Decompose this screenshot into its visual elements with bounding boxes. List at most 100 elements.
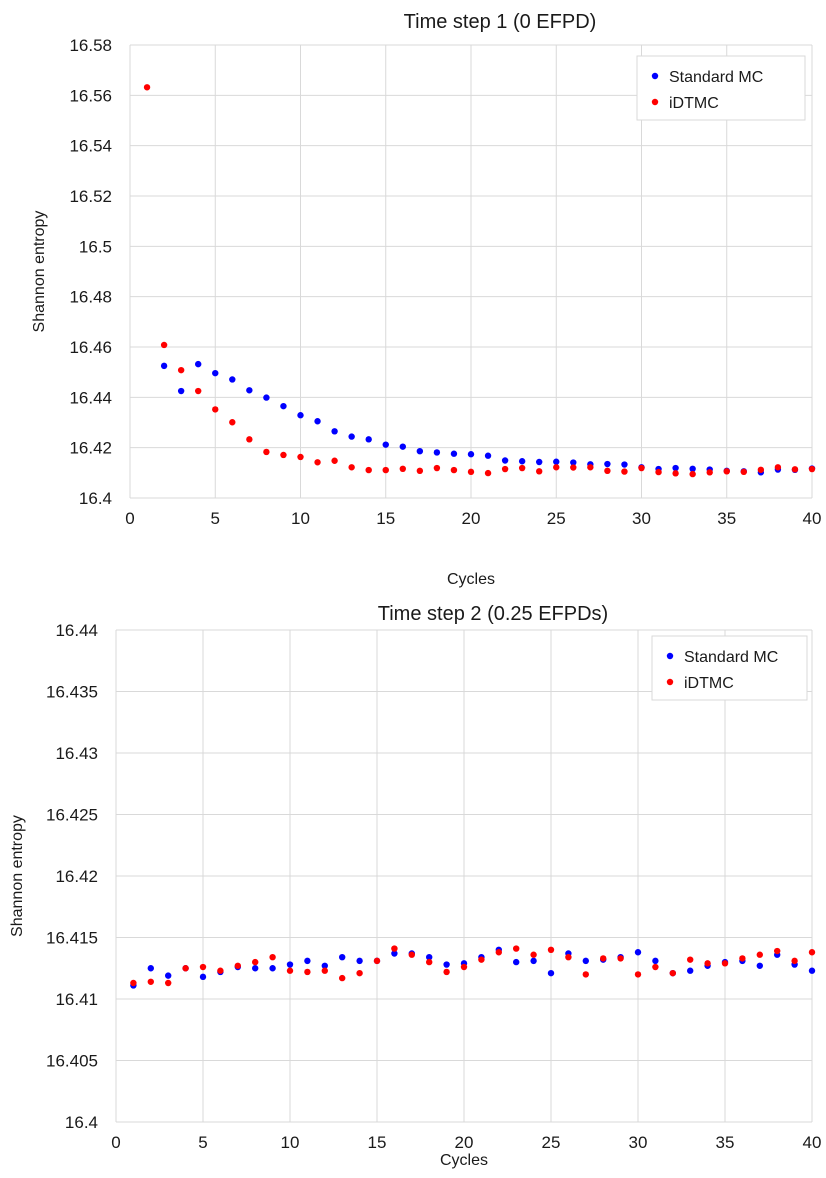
legend-box xyxy=(651,635,808,701)
data-point xyxy=(587,464,594,471)
data-point xyxy=(143,84,151,91)
data-point xyxy=(217,967,224,974)
data-point xyxy=(246,387,253,394)
x-tick-label: 30 xyxy=(629,1133,648,1152)
data-point xyxy=(199,963,207,971)
data-point xyxy=(513,958,520,966)
data-point xyxy=(687,956,694,963)
series-standard-mc xyxy=(160,360,816,476)
x-tick-label: 40 xyxy=(803,1133,822,1152)
data-point xyxy=(356,957,363,965)
data-point xyxy=(655,468,662,476)
data-point xyxy=(147,978,154,985)
data-point xyxy=(757,466,765,474)
y-tick-label: 16.415 xyxy=(46,929,98,948)
y-tick-label: 16.42 xyxy=(69,439,112,458)
y-tick-label: 16.43 xyxy=(55,744,98,763)
data-point xyxy=(373,957,381,965)
data-point xyxy=(416,467,424,475)
data-point xyxy=(160,341,168,349)
data-point xyxy=(530,951,537,958)
data-point xyxy=(314,418,321,425)
data-point xyxy=(165,979,172,987)
data-point xyxy=(547,946,555,953)
y-tick-label: 16.435 xyxy=(46,683,98,702)
x-tick-label: 0 xyxy=(111,1133,120,1152)
data-point xyxy=(433,464,441,472)
data-point xyxy=(391,950,398,957)
x-tick-label: 20 xyxy=(455,1133,474,1152)
x-tick-label: 10 xyxy=(291,509,310,528)
y-tick-label: 16.42 xyxy=(55,867,98,886)
legend-marker xyxy=(666,678,674,686)
data-point xyxy=(484,452,492,459)
data-point xyxy=(739,955,746,962)
data-point xyxy=(348,433,355,440)
data-point xyxy=(160,362,168,370)
data-point xyxy=(634,971,642,978)
x-tick-label: 10 xyxy=(281,1133,300,1152)
data-point xyxy=(443,968,450,976)
data-point xyxy=(280,402,287,410)
x-axis-label: Cycles xyxy=(440,1152,488,1169)
data-point xyxy=(280,451,287,459)
x-tick-label: 0 xyxy=(125,509,134,528)
data-point xyxy=(331,457,338,464)
data-point xyxy=(331,428,338,435)
data-point xyxy=(669,969,676,977)
data-point xyxy=(536,458,543,466)
data-point xyxy=(408,951,415,958)
data-point xyxy=(263,394,270,401)
data-point xyxy=(443,961,450,968)
series-standard-mc xyxy=(130,946,816,989)
data-point xyxy=(177,366,185,374)
data-point xyxy=(286,967,294,974)
y-tick-label: 16.44 xyxy=(55,621,98,640)
legend-box xyxy=(636,55,806,121)
data-point xyxy=(356,969,363,977)
data-point xyxy=(600,955,607,962)
data-point xyxy=(638,464,645,472)
data-point xyxy=(199,973,207,981)
data-point xyxy=(467,451,475,458)
x-tick-label: 5 xyxy=(198,1133,207,1152)
data-point xyxy=(740,468,747,476)
data-point xyxy=(399,465,406,473)
y-tick-label: 16.52 xyxy=(69,187,112,206)
data-point xyxy=(269,953,276,961)
data-point xyxy=(518,464,526,472)
data-point xyxy=(704,960,711,967)
data-point xyxy=(634,949,642,956)
legend-label: Standard MC xyxy=(669,69,763,86)
data-point xyxy=(348,464,355,471)
data-point xyxy=(212,369,219,377)
data-point xyxy=(484,469,492,477)
data-point xyxy=(229,419,236,426)
legend-label: iDTMC xyxy=(684,675,734,692)
legend-label: Standard MC xyxy=(684,649,778,666)
data-point xyxy=(721,960,729,967)
y-tick-label: 16.54 xyxy=(69,137,112,156)
x-tick-label: 25 xyxy=(547,509,566,528)
data-point xyxy=(689,465,696,473)
data-point xyxy=(212,406,219,413)
data-point xyxy=(689,470,696,478)
data-point xyxy=(177,387,185,395)
y-axis-label: Shannon entropy xyxy=(31,211,48,333)
data-point xyxy=(604,467,611,475)
y-tick-label: 16.48 xyxy=(69,288,112,307)
data-point xyxy=(808,949,816,956)
data-point xyxy=(706,469,713,476)
data-point xyxy=(530,957,537,965)
y-tick-label: 16.4 xyxy=(65,1113,98,1132)
data-point xyxy=(756,962,763,969)
legend: Standard MC iDTMC xyxy=(636,55,806,121)
chart-title: Time step 2 (0.25 EFPDs) xyxy=(378,603,608,625)
data-point xyxy=(513,945,520,952)
x-tick-label: 35 xyxy=(716,1133,735,1152)
data-point xyxy=(433,449,441,456)
y-tick-label: 16.425 xyxy=(46,806,98,825)
data-point xyxy=(756,951,763,958)
